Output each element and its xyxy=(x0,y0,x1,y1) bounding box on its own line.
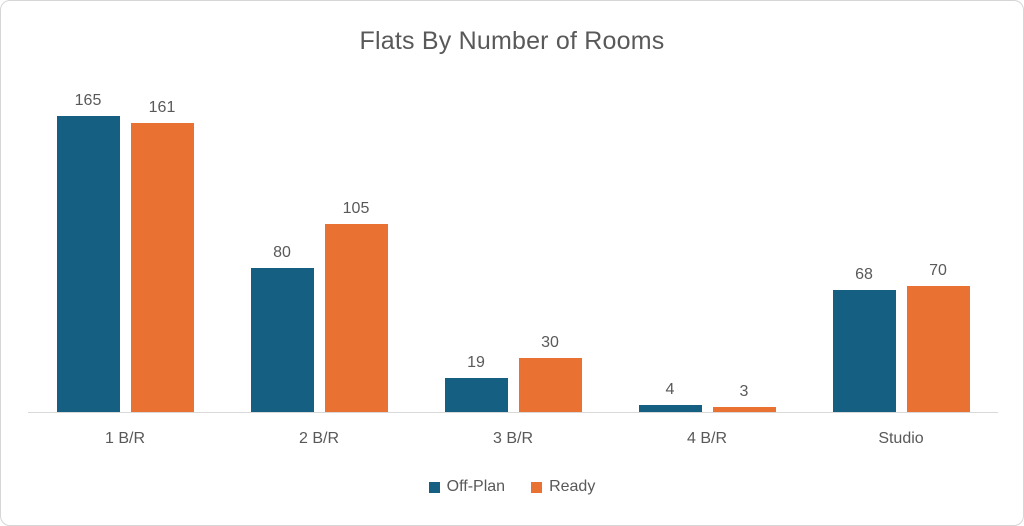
bar-off-plan xyxy=(444,378,508,412)
legend-item: Off-Plan xyxy=(428,478,506,496)
bar-value-label: 161 xyxy=(148,98,176,116)
bar-off-plan xyxy=(250,268,314,412)
bar-wrap: 80 xyxy=(250,243,314,412)
bar-wrap: 105 xyxy=(324,199,388,412)
legend: Off-Plan Ready xyxy=(1,478,1023,496)
bar-off-plan xyxy=(56,116,120,412)
x-axis-label: 3 B/R xyxy=(492,430,533,447)
bar-wrap: 161 xyxy=(130,98,194,412)
bar-ready xyxy=(518,358,582,412)
bar-wrap: 19 xyxy=(444,353,508,412)
bar-value-label: 165 xyxy=(74,91,102,109)
bar-group: 165 161 xyxy=(28,83,222,412)
bar-group: 68 70 xyxy=(804,83,998,412)
bar-wrap: 30 xyxy=(518,333,582,412)
bar-off-plan xyxy=(832,290,896,412)
plot-area: 165 161 80 105 19 30 4 3 68 70 xyxy=(28,83,998,413)
bar-group: 80 105 xyxy=(222,83,416,412)
bar-value-label: 68 xyxy=(855,265,873,283)
x-axis-label: 2 B/R xyxy=(298,430,339,447)
legend-label: Ready xyxy=(549,478,596,495)
bar-ready xyxy=(130,123,194,412)
bar-off-plan xyxy=(638,405,702,412)
x-axis-label: 1 B/R xyxy=(104,430,145,447)
bar-wrap: 4 xyxy=(638,380,702,412)
bar-value-label: 3 xyxy=(739,382,749,400)
bar-wrap: 165 xyxy=(56,91,120,412)
bar-wrap: 3 xyxy=(712,382,776,412)
bar-value-label: 30 xyxy=(541,333,559,351)
bar-value-label: 19 xyxy=(467,353,485,371)
x-axis-label: 4 B/R xyxy=(686,430,727,447)
bar-ready xyxy=(324,224,388,412)
bar-value-label: 80 xyxy=(273,243,291,261)
x-axis: 1 B/R 2 B/R 3 B/R 4 B/R Studio xyxy=(28,430,998,448)
bar-value-label: 105 xyxy=(342,199,370,217)
legend-swatch-icon xyxy=(531,481,543,493)
bar-group: 19 30 xyxy=(416,83,610,412)
legend-label: Off-Plan xyxy=(446,478,506,495)
bar-ready xyxy=(906,286,970,412)
legend-swatch-icon xyxy=(428,481,440,493)
legend-item: Ready xyxy=(531,478,595,496)
bar-ready xyxy=(712,407,776,412)
bar-wrap: 70 xyxy=(906,261,970,412)
bar-wrap: 68 xyxy=(832,265,896,412)
bar-value-label: 70 xyxy=(929,261,947,279)
bar-value-label: 4 xyxy=(665,380,675,398)
chart-title: Flats By Number of Rooms xyxy=(359,27,665,55)
x-axis-label: Studio xyxy=(878,430,924,447)
